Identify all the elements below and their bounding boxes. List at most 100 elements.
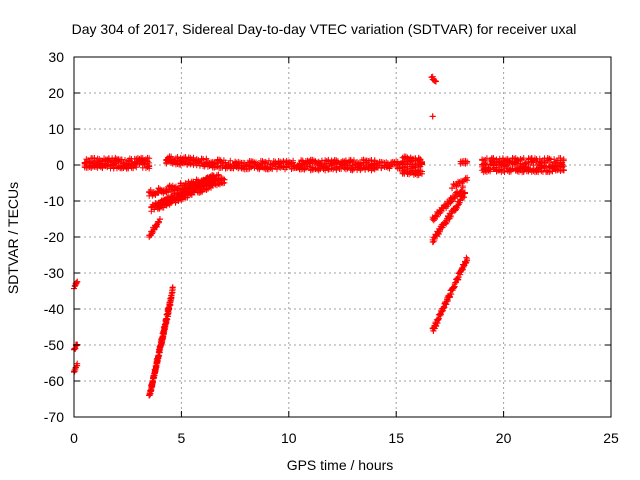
x-axis-label: GPS time / hours — [287, 457, 394, 473]
grid-lines — [74, 57, 611, 417]
data-point — [429, 113, 436, 120]
chart-title: Day 304 of 2017, Sidereal Day-to-day VTE… — [72, 21, 577, 37]
series-left-edge-3 — [71, 360, 81, 376]
data-point — [133, 164, 140, 171]
data-point — [153, 223, 160, 230]
data-point — [464, 159, 471, 166]
series-main-band-1 — [81, 154, 153, 172]
data-point — [418, 170, 425, 177]
data-point — [464, 257, 471, 264]
data-point — [444, 297, 451, 304]
series-main-band-4 — [296, 156, 378, 174]
x-tick-label: 10 — [281, 430, 297, 446]
y-tick-label: 10 — [48, 121, 64, 137]
data-point — [200, 156, 207, 163]
data-point — [182, 155, 189, 162]
data-point — [73, 342, 80, 349]
y-tick-label: -10 — [44, 193, 64, 209]
data-point — [450, 195, 457, 202]
data-point — [451, 284, 458, 291]
series-main-band-8 — [479, 154, 567, 176]
data-point — [146, 155, 153, 162]
data-point — [527, 165, 534, 172]
data-point — [199, 188, 206, 195]
x-tick-label: 0 — [70, 430, 78, 446]
x-tick-label: 15 — [388, 430, 404, 446]
data-point — [130, 165, 137, 172]
series-descending-arc-1 — [429, 254, 471, 334]
series-rising-arc-4 — [146, 216, 163, 240]
data-point — [74, 362, 81, 369]
data-point — [396, 165, 403, 172]
series-left-edge-1 — [71, 278, 81, 292]
data-point — [72, 345, 79, 352]
data-point — [557, 154, 564, 161]
data-point — [463, 259, 470, 266]
data-point — [447, 213, 454, 220]
y-tick-label: 20 — [48, 85, 64, 101]
data-point — [169, 286, 176, 293]
data-point — [328, 162, 335, 169]
data-point — [459, 266, 466, 273]
axis-ticks: 0 5 10 15 20 25 -70 -60 -50 -40 -30 -20 -10 0 10 20 30 — [44, 49, 619, 446]
series-left-edge-2 — [71, 341, 81, 353]
series-spike-mid — [429, 113, 436, 120]
data-point — [190, 154, 197, 161]
data-point — [164, 316, 171, 323]
data-point — [459, 184, 466, 191]
series-descending-arc-2 — [429, 189, 468, 246]
data-point — [441, 304, 448, 311]
data-point — [560, 156, 567, 163]
data-point — [443, 301, 450, 308]
data-point — [433, 323, 440, 330]
series-spike-top — [428, 73, 439, 85]
data-point — [175, 191, 182, 198]
data-point — [464, 177, 471, 184]
data-point — [165, 200, 172, 207]
y-tick-label: -60 — [44, 373, 64, 389]
y-axis-label: SDTVAR / TECUs — [5, 182, 21, 294]
data-point — [333, 167, 340, 174]
series-steep-arc-2 — [148, 297, 174, 394]
series-main-band-6 — [399, 153, 425, 179]
data-point — [437, 312, 444, 319]
data-point — [451, 283, 458, 290]
y-tick-label: -20 — [44, 229, 64, 245]
data-point — [448, 291, 455, 298]
data-point — [449, 184, 456, 191]
series-main-band-7 — [457, 157, 471, 167]
data-point — [447, 199, 454, 206]
series-descending-arc-4 — [449, 174, 471, 192]
series-rising-arc-3 — [154, 175, 228, 212]
y-tick-label: -30 — [44, 265, 64, 281]
data-point — [146, 165, 153, 172]
x-tick-label: 5 — [178, 430, 186, 446]
data-point — [167, 298, 174, 305]
data-point — [418, 158, 425, 165]
y-tick-label: -50 — [44, 337, 64, 353]
data-point — [455, 274, 462, 281]
data-point — [118, 156, 125, 163]
data-point — [227, 157, 234, 164]
data-point — [222, 159, 229, 166]
data-point — [156, 216, 163, 223]
data-point — [560, 163, 567, 170]
data-point — [435, 315, 442, 322]
data-point — [525, 161, 532, 168]
series-descending-arc-3 — [429, 183, 466, 224]
series-main-band-2 — [163, 153, 239, 172]
y-tick-label: -70 — [44, 409, 64, 425]
data-point — [74, 278, 81, 285]
data-point — [360, 156, 367, 163]
data-point — [457, 271, 464, 278]
data-point — [206, 183, 213, 190]
x-tick-label: 20 — [496, 430, 512, 446]
data-point — [432, 78, 439, 85]
x-tick-label: 25 — [603, 430, 619, 446]
data-point — [461, 194, 468, 201]
data-point — [443, 203, 450, 210]
y-tick-label: 0 — [56, 157, 64, 173]
series-main-band-3 — [232, 157, 303, 173]
data-point — [440, 305, 447, 312]
